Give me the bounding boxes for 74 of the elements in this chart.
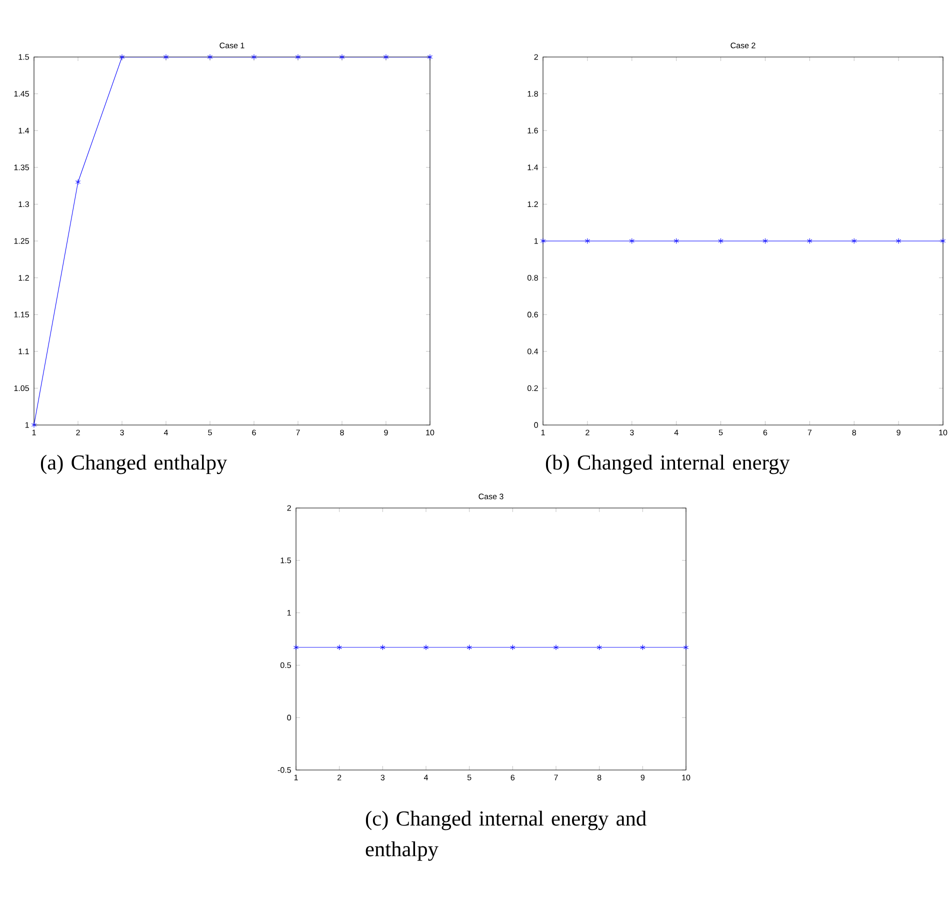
chart-title: Case 2 [730,42,756,48]
x-tick-label: 7 [296,430,300,436]
y-tick-label: 1.5 [280,558,291,564]
text: (a) Changed enthalpy [40,454,228,474]
point [163,54,169,60]
y-tick-label: 0 [534,422,538,428]
point [339,54,345,60]
y-tick-label: 0.6 [527,312,538,318]
x-tick-label: 4 [164,430,168,436]
y-tick-label: 1.3 [18,201,29,208]
x-tick-label: 1 [294,774,298,780]
y-tick-label: 1.15 [14,312,29,318]
x-tick-label: 3 [120,430,124,436]
x-tick-label: 4 [674,430,678,436]
x-tick-label: 2 [76,430,80,436]
x-tick-label: 8 [597,774,602,780]
y-tick-label: 1.8 [528,90,538,97]
y-tick-label: 2 [287,505,291,511]
y-tick-label: 1.25 [14,238,29,244]
y-tick-label: 1.05 [14,385,29,392]
y-tick-label: 1.2 [18,275,29,281]
point [427,54,433,60]
x-tick-label: 1 [541,430,545,436]
y-tick-label: 0.5 [280,662,291,668]
text: (b) Changed internal energy [546,454,790,474]
point [383,54,389,60]
point [31,422,37,428]
x-tick-label: 8 [852,430,856,436]
y-tick-label: 0.4 [527,348,538,354]
y-tick-label: 2 [534,54,538,60]
x-tick-label: 3 [630,430,634,436]
y-tick-label: 1.4 [528,164,538,170]
x-tick-label: 6 [252,430,256,436]
point [295,54,301,60]
y-tick-label: 0 [287,714,291,720]
y-tick-label: 1.5 [18,54,29,60]
x-tick-label: 9 [896,430,900,436]
y-tick-label: 1.45 [14,91,29,97]
x-tick-label: 3 [380,774,385,780]
x-tick-label: 9 [640,774,645,780]
x-tick-label: 9 [384,430,388,436]
y-tick-label: 1.35 [14,164,29,170]
y-tick-label: 1.6 [528,128,538,134]
y-tick-label: 1 [287,610,291,616]
y-tick-label: 1 [25,422,29,428]
point [207,54,213,60]
x-tick-label: 5 [208,430,212,436]
x-tick-label: 2 [338,774,342,780]
chart-title: Case 3 [478,494,504,500]
x-tick-label: 8 [340,430,344,436]
x-tick-label: 10 [939,430,948,436]
x-tick-label: 1 [32,430,36,436]
y-tick-label: 1.2 [528,201,538,207]
y-tick-label: 1.1 [18,348,29,354]
x-tick-label: 5 [467,774,472,780]
x-tick-label: 2 [586,430,590,436]
x-tick-label: 10 [682,774,690,780]
y-tick-label: 1 [534,238,538,244]
x-tick-label: 6 [763,430,768,436]
y-tick-label: 0.8 [527,274,538,281]
text: (c) Changed internal energy and enthalpy [366,810,646,861]
point [75,179,81,186]
chart-title: Case 1 [220,42,244,48]
y-tick-label: -0.5 [278,767,291,773]
y-tick-label: 0.2 [527,385,538,392]
point [119,54,125,60]
x-tick-label: 7 [808,430,812,436]
x-tick-label: 10 [426,430,434,436]
x-tick-label: 4 [424,774,428,780]
x-tick-label: 6 [510,774,515,780]
x-tick-label: 5 [718,430,723,436]
y-tick-label: 1.4 [18,128,30,134]
point [251,54,257,60]
x-tick-label: 7 [554,774,558,780]
